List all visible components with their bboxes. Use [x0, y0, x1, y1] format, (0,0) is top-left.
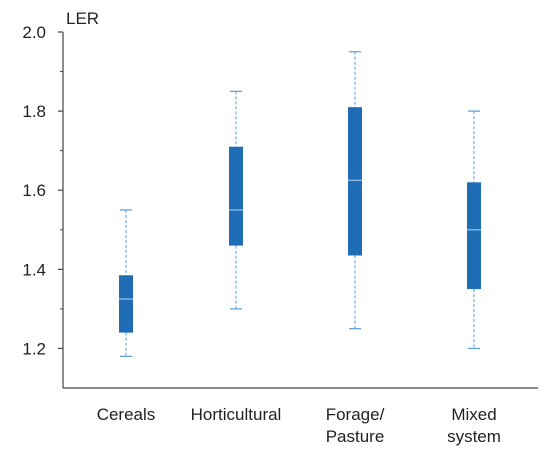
y-tick-label: 1.2: [22, 339, 46, 358]
iqr-box: [119, 275, 133, 333]
box-group: [119, 209, 133, 357]
y-tick-label: 1.4: [22, 260, 46, 279]
y-ticks: 1.2 1.4 1.6 1.8 2.0: [22, 23, 63, 358]
y-tick-label: 2.0: [22, 23, 46, 42]
y-tick-label: 1.8: [22, 102, 46, 121]
iqr-box: [229, 146, 243, 246]
x-category-label: system: [447, 427, 501, 446]
x-category-labels: Cereals Horticultural Forage/Pasture Mixed s…: [97, 405, 501, 446]
x-category-label: Horticultural: [191, 405, 282, 424]
boxes: [119, 51, 481, 357]
box-group: [348, 51, 362, 330]
x-category-label: Forage/: [326, 405, 385, 424]
x-category-label: Mixed: [451, 405, 496, 424]
x-category-label: Cereals: [97, 405, 156, 424]
x-category-label: Pasture: [326, 427, 385, 446]
y-tick-label: 1.6: [22, 181, 46, 200]
iqr-box: [348, 107, 362, 256]
box-group: [229, 90, 243, 310]
iqr-box: [467, 182, 481, 290]
box-group: [467, 110, 481, 350]
y-axis-label: LER: [66, 9, 99, 28]
